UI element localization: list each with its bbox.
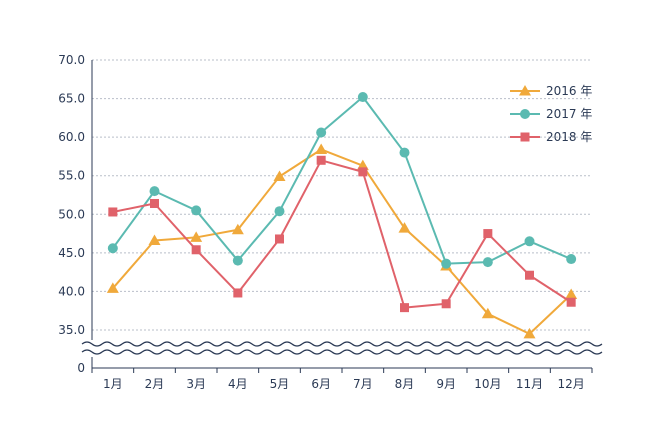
data-point	[357, 92, 368, 103]
data-point	[523, 327, 536, 339]
series-1	[106, 143, 578, 339]
series-line	[112, 159, 572, 309]
data-point	[398, 222, 411, 233]
axis-break-wave-top	[81, 341, 603, 347]
data-point	[400, 303, 409, 313]
y-tick-label: 70.0	[58, 53, 85, 67]
data-point	[106, 282, 119, 293]
grid-lines	[92, 59, 592, 331]
data-point	[525, 270, 534, 280]
legend-label: 2018 年	[546, 130, 592, 144]
data-point	[107, 243, 118, 254]
data-point	[273, 170, 286, 181]
data-point	[315, 143, 328, 154]
data-point	[399, 147, 410, 158]
legend-item: 2016 年	[510, 84, 592, 98]
data-point	[316, 155, 326, 165]
series-line	[112, 96, 572, 265]
series-line	[112, 148, 572, 335]
data-point	[441, 258, 452, 269]
data-point	[275, 234, 284, 244]
series-3	[108, 155, 576, 313]
x-tick-label: 8月	[395, 377, 415, 391]
y-tick-label: 50.0	[58, 207, 85, 221]
x-tick-label: 6月	[311, 377, 331, 391]
data-point	[231, 223, 244, 235]
legend-label: 2017 年	[546, 107, 592, 121]
x-tick-label: 12月	[558, 377, 585, 391]
data-point	[441, 299, 451, 309]
x-tick-label: 5月	[270, 377, 290, 391]
data-point	[191, 205, 202, 216]
data-point	[191, 245, 201, 255]
data-point	[524, 236, 535, 247]
series-2	[107, 92, 577, 269]
y-tick-label: 55.0	[58, 169, 85, 183]
x-tick-label: 3月	[186, 377, 206, 391]
x-tick-label: 10月	[474, 377, 501, 391]
data-point	[274, 206, 285, 217]
legend-item: 2017 年	[510, 107, 592, 121]
data-point	[148, 234, 161, 246]
x-tick-label: 4月	[228, 377, 248, 391]
axis-break-wave-bottom	[81, 349, 603, 355]
y-tick-label-zero: 0	[77, 361, 85, 375]
x-tick-label: 1月	[103, 377, 123, 391]
data-point	[149, 186, 160, 197]
data-point	[483, 229, 493, 239]
x-tick-label: 7月	[353, 377, 373, 391]
x-tick-label: 2月	[145, 377, 165, 391]
data-point	[481, 307, 494, 319]
y-tick-label: 40.0	[58, 284, 85, 298]
legend-swatch-marker	[519, 85, 531, 96]
data-point	[358, 167, 368, 177]
y-tick-label: 60.0	[58, 130, 85, 144]
data-point	[190, 231, 203, 242]
data-point	[566, 297, 576, 307]
x-tick-label: 9月	[436, 377, 456, 391]
data-point	[150, 198, 159, 208]
y-tick-label: 45.0	[58, 246, 85, 260]
legend-item: 2018 年	[510, 130, 592, 144]
series-group	[106, 92, 578, 339]
data-point	[232, 255, 243, 266]
axis-break	[80, 340, 603, 357]
data-point	[565, 288, 578, 300]
legend-label: 2016 年	[546, 84, 592, 98]
y-tick-label: 65.0	[58, 92, 85, 106]
x-tick-label: 11月	[516, 377, 543, 391]
legend-swatch-marker	[520, 109, 530, 119]
axes: 70.0 65.0 60.0 55.0 50.0 45.0 40.0 35.0 0 1月 2月 3月 4…	[58, 53, 593, 391]
data-point	[108, 207, 118, 217]
data-point	[233, 288, 243, 298]
data-point	[482, 257, 493, 268]
legend-swatch-marker	[520, 132, 530, 142]
data-point	[566, 254, 577, 265]
y-tick-label: 35.0	[58, 323, 85, 337]
data-point	[316, 127, 327, 138]
legend: 2016 年 2017 年 2018 年	[510, 84, 592, 144]
